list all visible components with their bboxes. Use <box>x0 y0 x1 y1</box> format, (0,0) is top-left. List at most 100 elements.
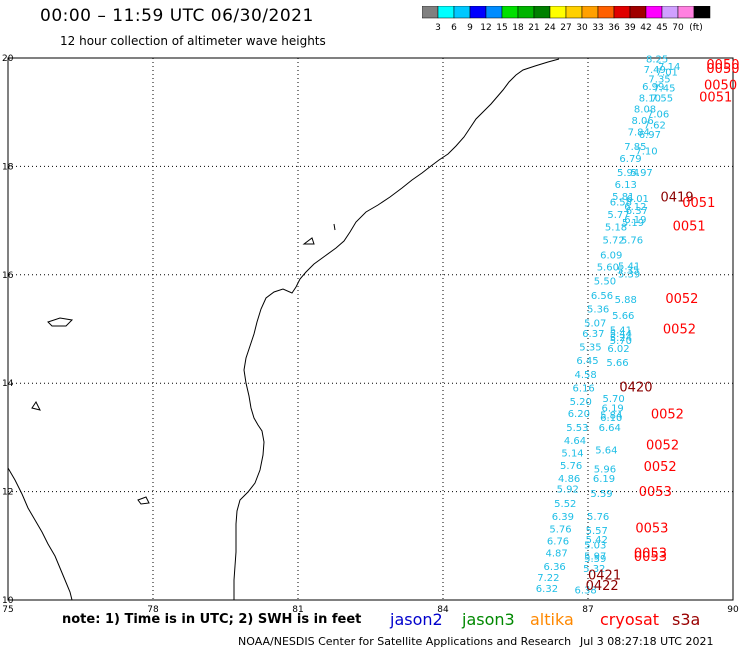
colorbar-label: 39 <box>624 23 636 33</box>
swh-value-label: 7.22 <box>537 573 559 584</box>
swh-value-label: 6.10 <box>600 413 622 424</box>
swh-value-label: 5.36 <box>587 305 609 316</box>
legend-altika: altika <box>530 610 574 629</box>
footer-note: note: 1) Time is in UTC; 2) SWH is in fe… <box>62 612 362 627</box>
swh-value-label: 5.70 <box>610 336 632 347</box>
swh-value-label: 8.25 <box>646 54 668 65</box>
island-4 <box>302 237 315 245</box>
swh-value-label: 5.39 <box>618 270 640 281</box>
pass-time-label: 0050 <box>704 78 737 93</box>
swh-value-label: 5.52 <box>554 499 576 510</box>
swh-value-label: 5.42 <box>586 535 608 546</box>
pass-time-label: 0050 <box>706 62 739 77</box>
swh-value-label: 7.49 <box>644 65 666 76</box>
swh-value-label: 5.66 <box>612 311 634 322</box>
legend-s3a: s3a <box>672 610 701 629</box>
swh-value-label: 7.85 <box>624 142 646 153</box>
swh-value-label: 5.35 <box>579 343 601 354</box>
swh-value-label: 5.76 <box>560 461 582 472</box>
swh-value-label: 6.19 <box>593 474 615 485</box>
swh-value-label: 7.45 <box>653 84 675 95</box>
swh-value-label: 6.37 <box>626 206 648 217</box>
swh-value-label: 6.99 <box>642 82 664 93</box>
latitude-label: 18 <box>2 162 14 172</box>
swh-value-label: 5.88 <box>615 295 637 306</box>
swh-value-label: 7.62 <box>644 120 666 131</box>
swh-value-label: 5.97 <box>631 168 653 179</box>
swh-value-label: 5.59 <box>584 554 606 565</box>
swh-value-label: 5.59 <box>590 489 612 500</box>
colorbar-label: 45 <box>656 23 667 33</box>
island-1 <box>47 317 74 327</box>
colorbar-label: 24 <box>544 23 556 33</box>
colorbar-label: 12 <box>480 23 491 33</box>
legend-jason2: jason2 <box>390 610 443 629</box>
latitude-label: 12 <box>2 488 13 498</box>
swh-value-label: 6.02 <box>607 344 629 355</box>
swh-value-label: 5.70 <box>603 394 625 405</box>
pass-time-label: 0052 <box>646 438 679 453</box>
map-frame <box>7 57 734 601</box>
swh-value-label: 6.32 <box>536 584 558 595</box>
colorbar-label: 42 <box>640 23 651 33</box>
pass-time-label: 0420 <box>619 380 652 395</box>
swh-value-label: 8.08 <box>634 105 656 116</box>
pass-time-label: 0052 <box>644 460 677 475</box>
pass-time-label: 0053 <box>635 521 668 536</box>
colorbar-label: 9 <box>467 23 473 33</box>
swh-value-label: 7.35 <box>648 74 670 85</box>
swh-value-label: 6.01 <box>627 194 649 205</box>
swh-value-label: 5.44 <box>610 329 632 340</box>
swh-value-label: 4.58 <box>574 370 596 381</box>
swh-value-label: 6.58 <box>610 197 632 208</box>
pass-time-label: 0053 <box>634 547 667 562</box>
swh-value-label: 5.64 <box>595 446 617 457</box>
swh-value-label: 5.76 <box>621 235 643 246</box>
pass-time-label: 0052 <box>665 292 698 307</box>
swh-value-label: 6.64 <box>599 423 621 434</box>
swh-value-label: 7.06 <box>647 110 669 121</box>
swh-value-label: 6.76 <box>547 537 569 548</box>
pass-time-label: 0419 <box>661 191 694 206</box>
footer-generated-time: Jul 3 08:27:18 UTC 2021 <box>580 635 714 648</box>
swh-value-label: 5.94 <box>617 168 639 179</box>
swh-value-label: 7.55 <box>651 93 673 104</box>
swh-value-label: 5.41 <box>610 325 632 336</box>
swh-value-label: 7.10 <box>635 146 657 157</box>
swh-value-label: 5.84 <box>600 410 622 421</box>
swh-value-label: 5.14 <box>561 448 583 459</box>
swh-value-label: 7.84 <box>628 128 650 139</box>
swh-value-label: 6.19 <box>602 403 624 414</box>
swh-value-label: 5.72 <box>603 235 625 246</box>
latitude-label: 10 <box>2 596 14 606</box>
colorbar-label: 3 <box>435 23 441 33</box>
longitude-label: 87 <box>582 605 593 615</box>
legend-cryosat: cryosat <box>600 610 660 629</box>
swh-value-label: 5.35 <box>617 266 639 277</box>
swh-value-label: 6.20 <box>568 409 590 420</box>
colorbar-label: 36 <box>608 23 620 33</box>
colorbar-label: 33 <box>592 23 603 33</box>
swh-value-label: 5.96 <box>594 465 616 476</box>
map-gridlines <box>8 58 733 600</box>
colorbar-label: 15 <box>496 23 507 33</box>
swh-value-label: 6.19 <box>624 215 646 226</box>
swh-value-label: 6.16 <box>573 383 595 394</box>
swh-value-label: 5.92 <box>557 485 579 496</box>
colorbar-label: 27 <box>560 23 571 33</box>
swh-value-label: 8.10 <box>639 93 661 104</box>
swh-value-label: 4.64 <box>564 436 586 447</box>
longitude-label: 84 <box>437 605 449 615</box>
swh-value-label: 5.03 <box>584 541 606 552</box>
longitude-label: 78 <box>147 605 159 615</box>
colorbar-label: 6 <box>451 23 457 33</box>
swh-value-label: 5.50 <box>594 277 616 288</box>
longitude-label: 90 <box>727 605 739 615</box>
swh-value-label: 5.77 <box>607 210 629 221</box>
longitude-label: 81 <box>292 605 303 615</box>
pass-time-label: 0421 <box>588 568 621 583</box>
colorbar-label: 30 <box>576 23 588 33</box>
swh-value-label: 6.12 <box>624 202 646 213</box>
pass-time-label: 0053 <box>639 485 672 500</box>
colorbar-label: 21 <box>528 23 539 33</box>
